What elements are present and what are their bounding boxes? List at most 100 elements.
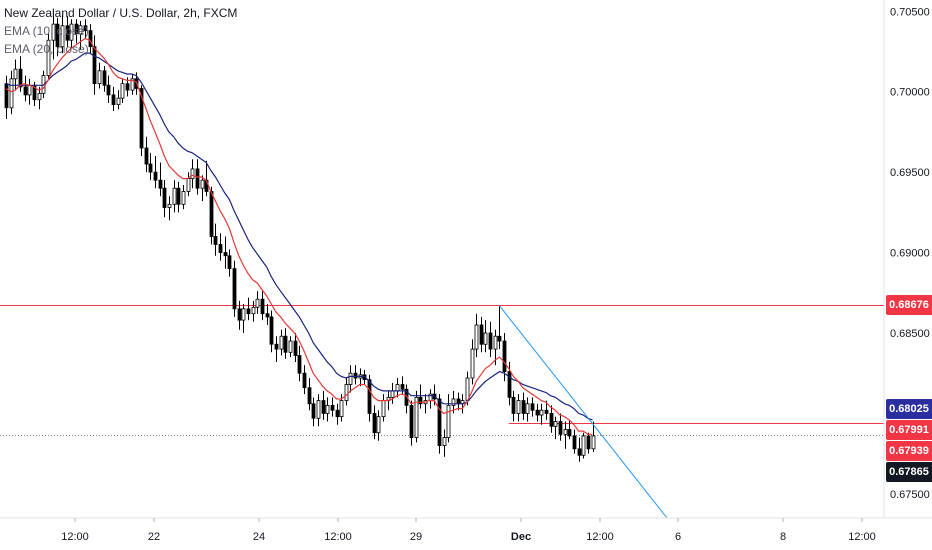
candle (353, 365, 358, 385)
candle-body (223, 252, 228, 257)
candle-body (260, 298, 265, 315)
candle (162, 180, 167, 218)
candle-body (92, 46, 97, 85)
candle-body (130, 78, 135, 91)
candle-body (325, 404, 330, 414)
candle-body (88, 30, 93, 48)
candle (46, 33, 51, 79)
candle (307, 378, 312, 411)
candle (549, 405, 554, 433)
candle-body (274, 343, 279, 350)
candle-body (120, 83, 125, 99)
candle-body (535, 409, 540, 416)
candle (311, 397, 316, 427)
candle-body (9, 78, 14, 109)
candle-body (437, 398, 442, 447)
candle-body (335, 409, 340, 418)
x-tick-label: 29 (410, 531, 422, 543)
candle (274, 336, 279, 362)
candle (567, 419, 572, 440)
candle-body (69, 23, 74, 41)
candle (269, 310, 274, 353)
candle (330, 397, 335, 417)
candle (116, 90, 121, 110)
price-axis[interactable]: 0.70500 0.70000 0.69500 0.69000 0.68500 0.675… (890, 6, 930, 501)
candle (69, 19, 74, 49)
y-tick-label: 0.69500 (890, 167, 930, 179)
candle (153, 156, 158, 189)
candle-body (283, 335, 288, 353)
price-tag: 0.67865 (886, 462, 932, 483)
candle (251, 300, 256, 322)
candle (92, 35, 97, 95)
candle-body (316, 400, 321, 419)
candle (577, 437, 582, 462)
time-axis[interactable]: 12:00 22 24 12:00 29 Dec 12:00 6 8 12:00 (61, 518, 876, 543)
candle (483, 320, 488, 353)
y-tick-label: 0.70500 (890, 6, 930, 18)
candle-body (376, 416, 381, 434)
candle-body (269, 316, 274, 345)
candle-body (539, 409, 544, 416)
candle (553, 416, 558, 440)
candle (474, 313, 479, 358)
candle (497, 305, 502, 350)
candle-body (232, 268, 237, 310)
candle-body (381, 400, 386, 418)
candle-body (553, 421, 558, 427)
candle-body (111, 94, 116, 105)
candle (279, 329, 284, 356)
candle-body (200, 179, 205, 189)
candle (591, 421, 596, 453)
candle (367, 374, 372, 422)
candle-body (372, 413, 377, 434)
candle-body (293, 340, 298, 356)
candle (232, 260, 237, 317)
candle-body (516, 400, 521, 414)
candle (283, 328, 288, 359)
candle (511, 390, 516, 422)
candle (200, 175, 205, 202)
x-tick-label: 12:00 (61, 531, 89, 543)
candle (325, 397, 330, 422)
candle-body (511, 396, 516, 414)
candle-body (265, 313, 270, 318)
candle-body (27, 84, 32, 96)
candle (51, 11, 56, 60)
trendline (499, 305, 668, 519)
candle (581, 432, 586, 459)
candle-body (167, 203, 172, 208)
candle (418, 384, 423, 409)
ema10-line (5, 37, 593, 435)
legend-symbol[interactable]: New Zealand Dollar / U.S. Dollar, 2h, FX… (4, 6, 238, 20)
candle-body (311, 403, 316, 419)
candle-body (297, 355, 302, 374)
candle-body (409, 404, 414, 438)
candle-body (106, 84, 111, 96)
candle-body (181, 191, 186, 205)
candle-body (74, 23, 79, 35)
candle-body (395, 384, 400, 392)
legend-ema10[interactable]: EMA (10, close) (4, 24, 89, 38)
candle-body (158, 179, 163, 189)
candle (176, 181, 181, 213)
candle-body (567, 429, 572, 437)
candle (297, 345, 302, 382)
candle-body (404, 388, 409, 406)
candle-body (162, 187, 167, 208)
candle-body (55, 23, 60, 48)
ema20-line (5, 52, 593, 421)
candle-body (116, 97, 121, 105)
price-tag: 0.68025 (886, 399, 932, 420)
candle-body (474, 324, 479, 350)
candle (241, 304, 246, 333)
candle (302, 365, 307, 395)
candle-body (251, 306, 256, 315)
candle-body (213, 236, 218, 245)
candle-body (353, 372, 358, 379)
candle-body (144, 147, 149, 165)
candle (144, 136, 149, 173)
legend-ema20[interactable]: EMA (20, close) (4, 42, 89, 56)
